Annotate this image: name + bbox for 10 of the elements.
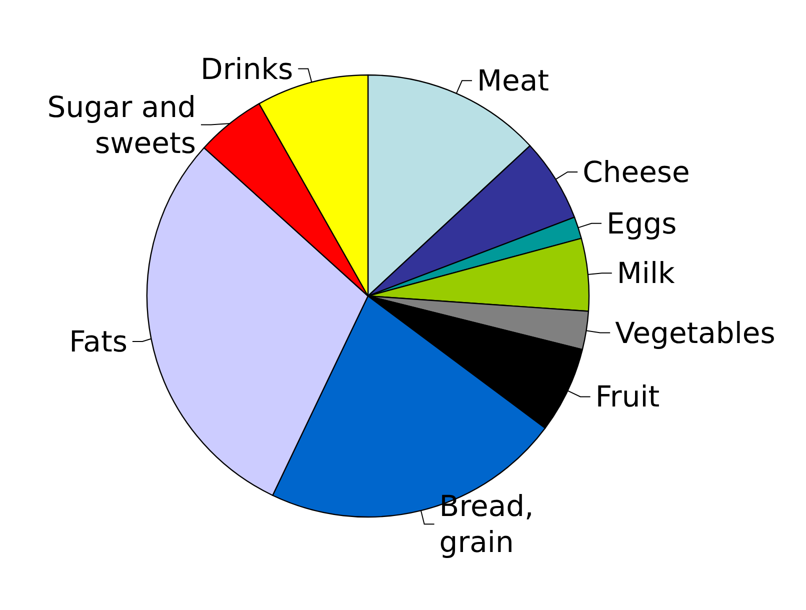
slice-label: Eggs: [606, 206, 677, 240]
slice-label: Cheese: [582, 154, 690, 189]
slice-label: Bread, grain: [439, 489, 534, 560]
slice-label: Meat: [477, 64, 550, 98]
slice-label: Fats: [69, 324, 128, 358]
slice-label: Sugar and sweets: [47, 90, 196, 160]
slice-label: Drinks: [200, 52, 294, 86]
slice-label: Milk: [616, 256, 676, 290]
slice-label: Fruit: [595, 380, 660, 414]
slice-label: Vegetables: [615, 316, 776, 350]
